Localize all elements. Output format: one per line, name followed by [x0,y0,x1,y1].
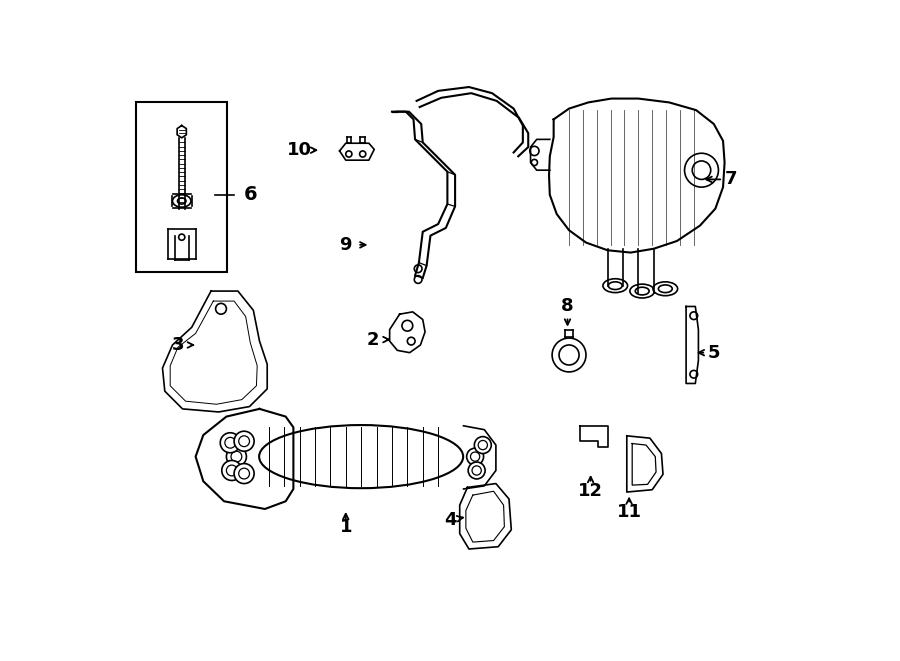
Circle shape [408,337,415,345]
Circle shape [690,312,698,319]
Text: 1: 1 [339,518,352,537]
Circle shape [238,436,249,447]
Ellipse shape [173,195,191,207]
Text: 12: 12 [578,483,603,500]
Text: 11: 11 [616,503,642,521]
Text: 5: 5 [707,344,720,362]
Text: 9: 9 [339,236,352,254]
Text: 8: 8 [562,297,574,315]
Ellipse shape [630,284,654,298]
Circle shape [414,276,422,284]
Circle shape [225,438,236,448]
Ellipse shape [659,285,672,293]
Circle shape [238,468,249,479]
Circle shape [221,461,242,481]
Text: 7: 7 [724,171,737,188]
Circle shape [234,431,254,451]
Ellipse shape [653,282,678,295]
Circle shape [414,265,422,272]
Circle shape [478,440,488,449]
Circle shape [472,466,482,475]
Circle shape [227,447,247,467]
Circle shape [474,437,491,453]
Circle shape [468,462,485,479]
Circle shape [234,463,254,484]
Circle shape [552,338,586,372]
Ellipse shape [259,425,464,488]
Circle shape [231,451,242,462]
Circle shape [466,448,483,465]
Text: 3: 3 [172,336,184,354]
Ellipse shape [603,279,627,293]
Circle shape [179,234,184,240]
Circle shape [227,465,238,476]
Text: 4: 4 [445,511,456,529]
Circle shape [216,303,227,314]
Circle shape [559,345,579,365]
Circle shape [402,321,413,331]
Ellipse shape [635,288,649,295]
Ellipse shape [608,282,622,290]
Circle shape [360,151,365,157]
Text: 2: 2 [366,330,379,348]
Circle shape [690,370,698,378]
Text: 6: 6 [244,185,257,204]
Circle shape [471,452,480,461]
Text: 10: 10 [287,141,312,159]
Circle shape [530,146,539,155]
Bar [136,102,227,272]
Circle shape [685,153,718,187]
Circle shape [531,159,537,165]
Circle shape [220,433,240,453]
Circle shape [692,161,711,179]
Circle shape [346,151,352,157]
Ellipse shape [177,198,186,204]
